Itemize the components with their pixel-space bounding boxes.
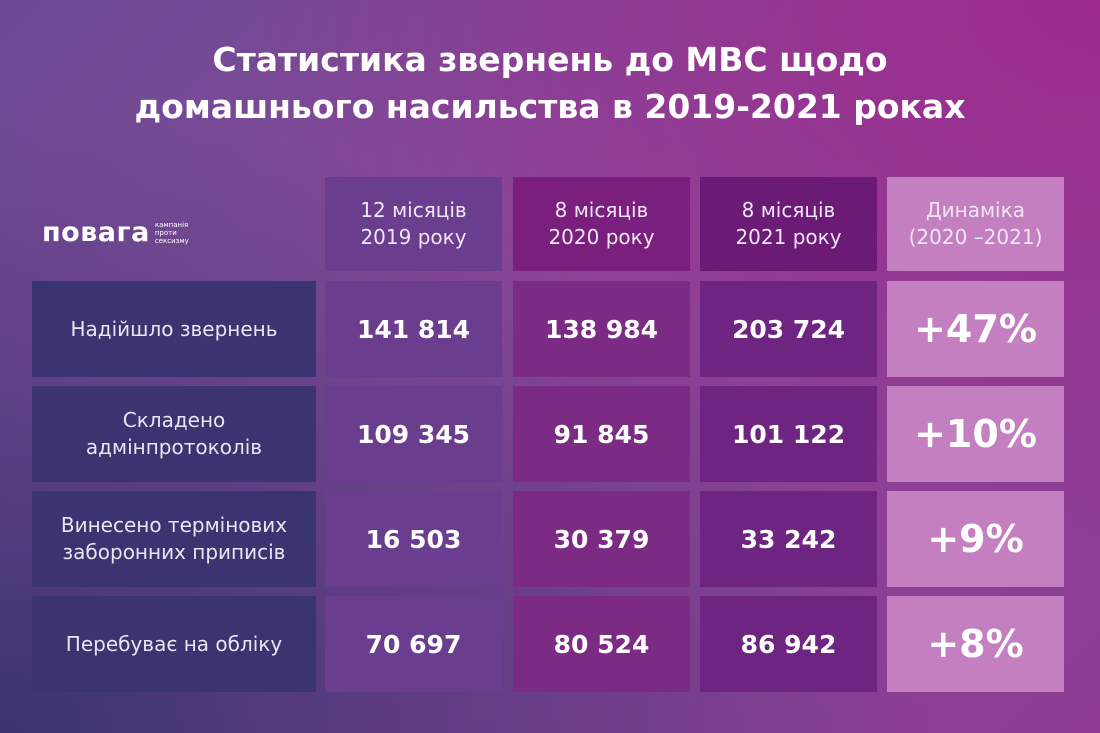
- row-label: Надійшло звернень: [32, 281, 316, 377]
- column-header-2020: 8 місяців 2020 року: [513, 177, 690, 271]
- value-cell: 138 984: [513, 281, 690, 377]
- chart-title: Статистика звернень до МВС щодо домашньо…: [0, 36, 1100, 130]
- dynamics-cell: +10%: [887, 386, 1064, 482]
- value-cell: 109 345: [325, 386, 502, 482]
- row-label-text: Винесено термінових заборонних приписів: [61, 512, 287, 566]
- row-label: Перебуває на обліку: [32, 596, 316, 692]
- column-header-2021: 8 місяців 2021 року: [700, 177, 877, 271]
- chart-title-line-1: Статистика звернень до МВС щодо: [212, 40, 888, 79]
- value-cell: 86 942: [700, 596, 877, 692]
- row-label-text: Складено адмінпротоколів: [86, 407, 262, 461]
- column-header-line: 2021 року: [735, 225, 842, 249]
- logo-wordmark: повага: [42, 217, 150, 248]
- column-header-line: (2020 –2021): [908, 225, 1043, 249]
- value-cell: 91 845: [513, 386, 690, 482]
- dynamics-cell: +47%: [887, 281, 1064, 377]
- column-header-line: 2019 року: [360, 225, 467, 249]
- column-header-text: Динаміка (2020 –2021): [909, 197, 1043, 251]
- row-label-line: заборонних приписів: [62, 540, 286, 564]
- column-header-2019: 12 місяців 2019 року: [325, 177, 502, 271]
- row-label-text: Перебуває на обліку: [66, 631, 282, 658]
- dynamics-cell: +8%: [887, 596, 1064, 692]
- column-header-line: 2020 року: [548, 225, 655, 249]
- value-cell: 141 814: [325, 281, 502, 377]
- value-cell: 203 724: [700, 281, 877, 377]
- row-label-line: адмінпротоколів: [85, 435, 263, 459]
- column-header-line: Динаміка: [926, 198, 1025, 222]
- column-header-line: 12 місяців: [360, 198, 467, 222]
- value-cell: 30 379: [513, 491, 690, 587]
- dynamics-cell: +9%: [887, 491, 1064, 587]
- povaha-logo: повага кампанія проти сексизму: [42, 218, 189, 248]
- row-label-line: Винесено термінових: [60, 513, 288, 537]
- logo-tagline-line: сексизму: [154, 237, 189, 245]
- value-cell: 101 122: [700, 386, 877, 482]
- row-label-line: Надійшло звернень: [70, 316, 278, 341]
- column-header-line: 8 місяців: [554, 198, 649, 222]
- row-label-text: Надійшло звернень: [70, 316, 277, 343]
- row-label: Складено адмінпротоколів: [32, 386, 316, 482]
- column-header-dynamics: Динаміка (2020 –2021): [887, 177, 1064, 271]
- value-cell: 70 697: [325, 596, 502, 692]
- row-label: Винесено термінових заборонних приписів: [32, 491, 316, 587]
- logo-tagline-line: проти: [154, 229, 177, 237]
- column-header-line: 8 місяців: [741, 198, 836, 222]
- chart-title-line-2: домашнього насильства в 2019-2021 роках: [134, 87, 966, 126]
- value-cell: 16 503: [325, 491, 502, 587]
- row-label-line: Складено: [122, 408, 226, 432]
- logo-tagline-line: кампанія: [154, 221, 189, 229]
- value-cell: 80 524: [513, 596, 690, 692]
- column-header-text: 8 місяців 2021 року: [735, 197, 841, 251]
- row-label-line: Перебуває на обліку: [65, 631, 283, 656]
- column-header-text: 8 місяців 2020 року: [548, 197, 654, 251]
- logo-tagline: кампанія проти сексизму: [155, 221, 189, 245]
- value-cell: 33 242: [700, 491, 877, 587]
- column-header-text: 12 місяців 2019 року: [360, 197, 466, 251]
